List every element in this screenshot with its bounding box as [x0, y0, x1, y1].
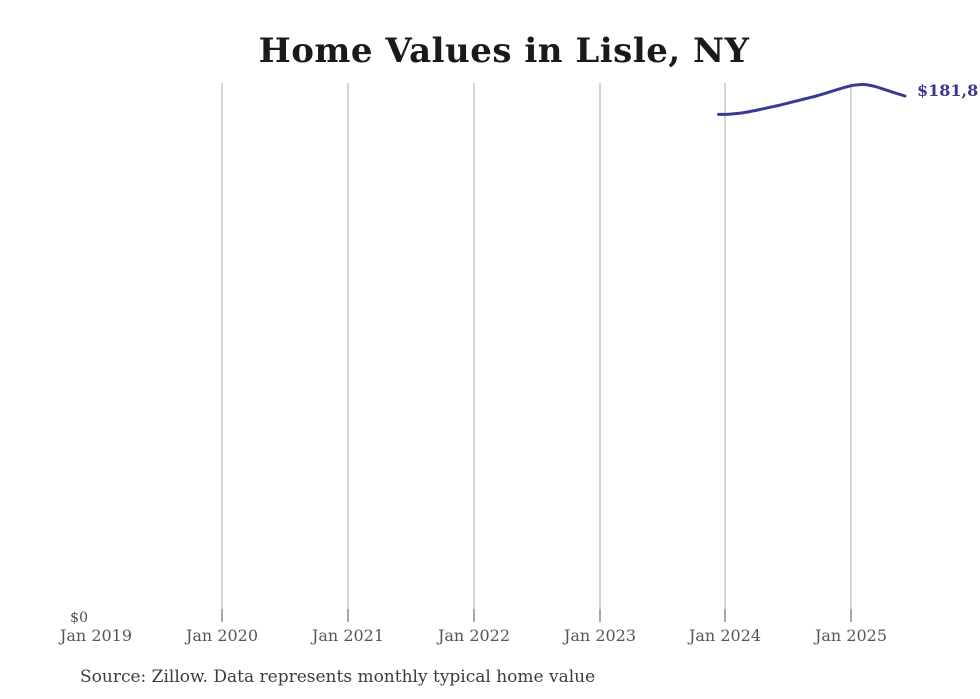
gridline [599, 83, 601, 620]
gridline [347, 83, 349, 620]
x-tick-label: Jan 2023 [563, 626, 637, 645]
x-axis-tick-mark [473, 609, 475, 622]
x-tick-label: Jan 2019 [59, 626, 133, 645]
x-tick-label: Jan 2022 [437, 626, 511, 645]
gridline [221, 83, 223, 620]
home-value-line [717, 82, 907, 116]
x-tick-label: Jan 2020 [185, 626, 259, 645]
x-axis-tick-mark [347, 609, 349, 622]
gridline [724, 83, 726, 620]
x-axis-tick-mark [850, 609, 852, 622]
source-note: Source: Zillow. Data represents monthly … [80, 667, 596, 687]
x-axis-tick-mark [724, 609, 726, 622]
x-tick-label: Jan 2025 [814, 626, 888, 645]
latest-value-label: $181,8 [917, 81, 979, 100]
y-axis-zero-label: $0 [70, 610, 88, 626]
chart-title: Home Values in Lisle, NY [258, 31, 750, 71]
x-tick-label: Jan 2021 [311, 626, 385, 645]
x-axis-tick-mark [221, 609, 223, 622]
gridline [473, 83, 475, 620]
gridline [850, 83, 852, 620]
x-axis-tick-mark [599, 609, 601, 622]
x-tick-label: Jan 2024 [688, 626, 762, 645]
